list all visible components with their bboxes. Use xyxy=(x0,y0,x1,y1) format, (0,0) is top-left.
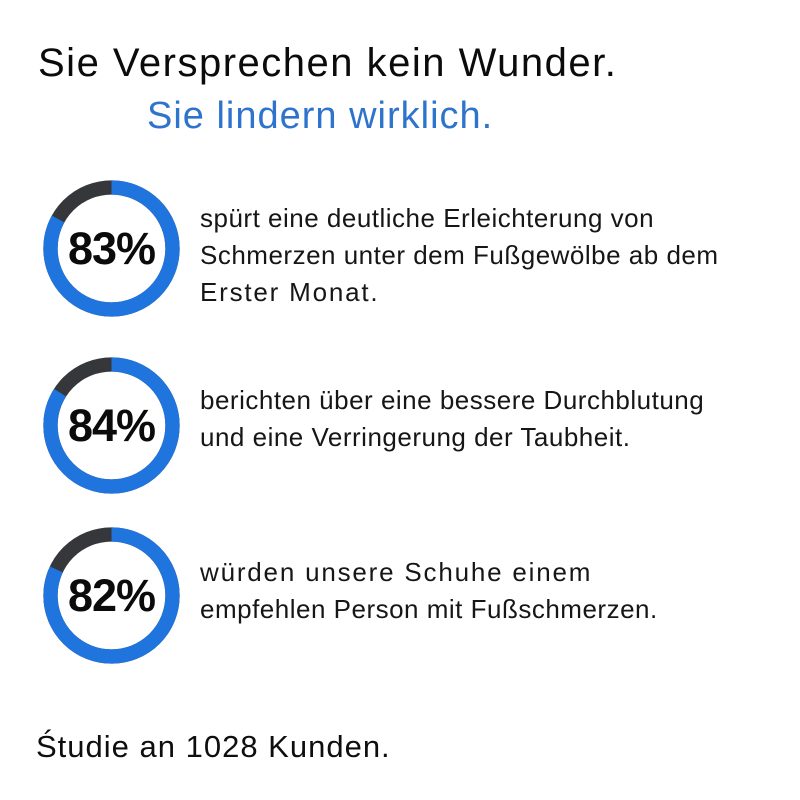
gauge-progress-arc xyxy=(43,357,180,494)
percent-value-2: 84% xyxy=(67,399,156,451)
stat-text-3: würden unsere Schuhe einem empfehlen Per… xyxy=(200,554,760,628)
donut-gauge-1: 83% xyxy=(40,177,183,320)
stat-text-line: empfehlen Person mit Fußschmerzen. xyxy=(200,594,658,624)
percent-value-1: 83% xyxy=(67,222,156,274)
stat-text-line: berichten über eine bessere Durchblutung xyxy=(200,385,705,415)
gauge-progress-arc xyxy=(43,180,180,317)
stat-text-line: und eine Verringerung der Taubheit. xyxy=(200,422,631,452)
donut-gauge-2-svg xyxy=(43,357,180,494)
donut-gauge-2: 84% xyxy=(40,354,183,497)
stat-text-2: berichten über eine bessere Durchblutung… xyxy=(200,382,760,456)
donut-gauge-3: 82% xyxy=(40,524,183,667)
stat-text-line: spürt eine deutliche Erleichterung von xyxy=(200,203,655,233)
stat-text-1: spürt eine deutliche Erleichterung von S… xyxy=(200,200,760,311)
stat-text-line: Erster Monat. xyxy=(200,277,380,307)
stat-text-line: würden unsere Schuhe einem xyxy=(200,557,593,587)
main-title: Sie Versprechen kein Wunder. xyxy=(38,41,618,85)
donut-gauge-3-svg xyxy=(43,527,180,664)
donut-gauge-1-svg xyxy=(43,180,180,317)
study-note: Śtudie an 1028 Kunden. xyxy=(36,729,391,764)
percent-value-3: 82% xyxy=(67,569,156,621)
sub-title: Sie lindern wirklich. xyxy=(147,95,494,137)
stat-text-line: Schmerzen unter dem Fußgewölbe ab dem xyxy=(200,240,719,270)
gauge-progress-arc xyxy=(43,527,180,664)
